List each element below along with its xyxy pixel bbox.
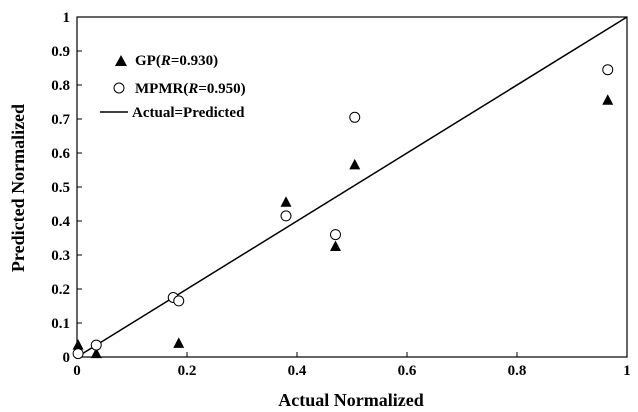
y-tick-label: 0.8 (51, 78, 70, 94)
mpmr-point (90, 339, 102, 351)
legend-mpmr-marker (113, 82, 125, 94)
y-tick-label: 0.3 (51, 248, 70, 264)
mpmr-point (173, 295, 185, 307)
gp-point (602, 94, 614, 105)
x-tick-label: 0 (73, 363, 81, 379)
y-tick-label: 1 (63, 10, 71, 26)
mpmr-point (330, 229, 341, 241)
legend-gp-label: GP(R=0.930) (135, 53, 218, 69)
y-tick-label: 0.5 (51, 180, 70, 196)
data-points-layer (72, 64, 614, 360)
y-tick-label: 0.2 (51, 282, 70, 298)
y-axis-title: Predicted Normalized (8, 104, 28, 272)
x-tick-label: 1 (623, 363, 631, 379)
y-tick-label: 0.6 (51, 146, 70, 162)
legend-gp-marker (115, 55, 127, 66)
mpmr-point (349, 111, 361, 123)
x-tick-label: 0.4 (288, 363, 307, 379)
gp-point (173, 337, 185, 348)
legend: GP(R=0.930) MPMR(R=0.950) Actual=Predict… (100, 53, 246, 121)
gp-point (90, 347, 102, 359)
y-tick-label: 0 (63, 350, 71, 366)
x-axis-ticks: 0 0.2 0.4 0.6 0.8 1 (73, 352, 631, 379)
x-tick-label: 0.2 (178, 363, 197, 379)
x-tick-label: 0.8 (508, 363, 527, 379)
gp-point (330, 240, 341, 251)
legend-line-label: Actual=Predicted (132, 105, 245, 121)
y-tick-label: 0.4 (51, 214, 70, 230)
gp-point (280, 196, 292, 207)
gp-point (72, 339, 84, 350)
x-tick-label: 0.6 (398, 363, 417, 379)
y-tick-label: 0.1 (51, 316, 70, 332)
y-tick-label: 0.9 (51, 44, 70, 60)
mpmr-point (72, 348, 84, 360)
legend-mpmr-label: MPMR(R=0.950) (135, 81, 246, 97)
x-axis-title: Actual Normalized (278, 390, 423, 410)
y-tick-label: 0.7 (51, 112, 70, 128)
y-axis-ticks: 0 0.1 0.2 0.3 0.4 0.5 0.6 0.7 0.8 0.9 1 (51, 10, 82, 366)
mpmr-point (280, 210, 292, 222)
mpmr-point (602, 64, 614, 76)
gp-point (349, 158, 361, 170)
